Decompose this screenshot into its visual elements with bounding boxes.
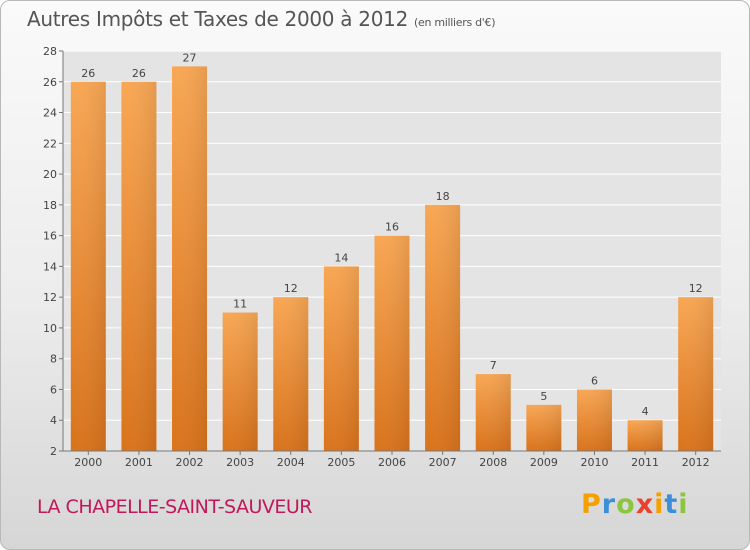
logo-letter: i [654, 489, 665, 520]
bar-shade [475, 374, 511, 451]
bar-value-label: 14 [334, 251, 348, 264]
x-tick-label: 2007 [429, 456, 457, 469]
y-tick-label: 22 [43, 137, 57, 150]
bar-value-label: 5 [540, 390, 547, 403]
x-tick-label: 2012 [682, 456, 710, 469]
logo-letter: P [581, 489, 602, 520]
bar-shade [678, 297, 714, 451]
bar-shade [323, 266, 359, 451]
y-tick-label: 12 [43, 291, 57, 304]
logo-letter: o [616, 489, 636, 520]
bar-shade [222, 312, 258, 451]
logo-letter: x [635, 489, 655, 520]
bar-value-label: 26 [132, 67, 146, 80]
bar-shade [121, 81, 157, 452]
bar-shade [273, 297, 309, 451]
y-tick-label: 4 [50, 414, 57, 427]
bar-shade [576, 389, 612, 451]
y-tick-label: 18 [43, 199, 57, 212]
bar-shade [172, 66, 208, 451]
y-tick-label: 26 [43, 76, 57, 89]
x-tick-label: 2005 [327, 456, 355, 469]
bar-value-label: 27 [183, 51, 197, 64]
bar-value-label: 6 [591, 374, 598, 387]
chart-subtitle: (en milliers d'€) [414, 16, 496, 29]
chart-title: Autres Impôts et Taxes de 2000 à 2012 [27, 7, 408, 31]
y-tick-label: 28 [43, 45, 57, 58]
y-tick-label: 14 [43, 260, 57, 273]
bar-shade [425, 204, 461, 451]
x-tick-label: 2010 [580, 456, 608, 469]
x-tick-label: 2001 [125, 456, 153, 469]
bar-value-label: 12 [689, 282, 703, 295]
bar-value-label: 16 [385, 221, 399, 234]
y-tick-label: 6 [50, 383, 57, 396]
bar-value-label: 4 [642, 405, 649, 418]
y-tick-label: 2 [50, 445, 57, 458]
y-tick-label: 24 [43, 107, 57, 120]
logo-letter: r [601, 489, 617, 520]
chart-title-block: Autres Impôts et Taxes de 2000 à 2012 (en… [27, 7, 495, 31]
x-tick-label: 2008 [479, 456, 507, 469]
bar-value-label: 7 [490, 359, 497, 372]
bar-value-label: 26 [81, 67, 95, 80]
bar-shade [374, 235, 410, 451]
commune-name: LA CHAPELLE-SAINT-SAUVEUR [37, 496, 312, 518]
bar-value-label: 12 [284, 282, 298, 295]
x-tick-label: 2004 [277, 456, 305, 469]
bar-shade [526, 404, 562, 451]
y-tick-label: 20 [43, 168, 57, 181]
y-tick-label: 16 [43, 230, 57, 243]
logo-letter: i [678, 489, 689, 520]
x-tick-label: 2003 [226, 456, 254, 469]
bar-value-label: 11 [233, 298, 247, 311]
bar-shade [627, 420, 663, 451]
x-tick-label: 2002 [176, 456, 204, 469]
y-tick-label: 10 [43, 322, 57, 335]
y-tick-label: 8 [50, 353, 57, 366]
x-tick-label: 2000 [74, 456, 102, 469]
bar-shade [70, 81, 106, 452]
bar-value-label: 18 [436, 190, 450, 203]
x-tick-label: 2009 [530, 456, 558, 469]
proxiti-logo: Proxiti [581, 489, 689, 520]
logo-letter: t [664, 489, 679, 520]
x-tick-label: 2006 [378, 456, 406, 469]
x-tick-label: 2011 [631, 456, 659, 469]
